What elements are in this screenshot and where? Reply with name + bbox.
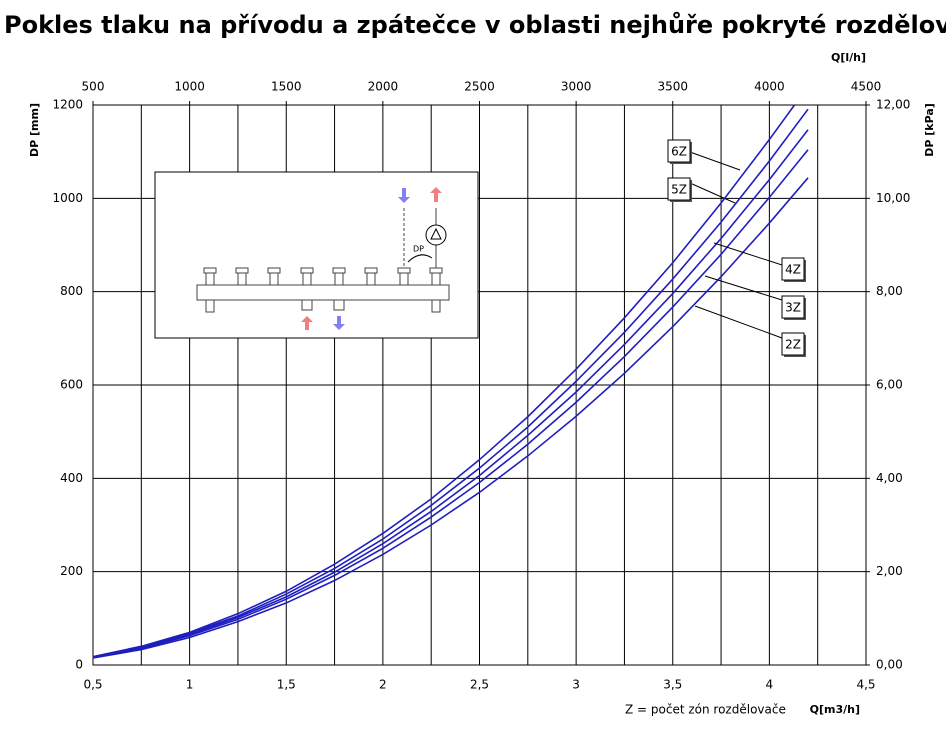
x-tick-label: 1,5 (277, 678, 296, 692)
y-tick-label: 600 (60, 378, 83, 392)
chart-title: Pokles tlaku na přívodu a zpátečce v obl… (4, 11, 946, 39)
supply-arrow (301, 316, 313, 330)
y2-tick-label: 10,00 (876, 191, 910, 205)
inset-diagram: DP (154, 171, 479, 339)
x-tick-label: 1 (186, 678, 194, 692)
x-axis-label: Q[m3/h] (810, 703, 860, 716)
x2-tick-label: 2000 (368, 80, 399, 94)
y-tick-label: 400 (60, 471, 83, 485)
y-tick-label: 1200 (52, 98, 83, 112)
leader-line (713, 242, 783, 266)
line-series (92, 149, 809, 659)
pump (425, 224, 447, 246)
y-axis-label: DP [mm] (28, 103, 41, 157)
x2-tick-label: 3000 (561, 80, 592, 94)
y2-tick-label: 4,00 (876, 471, 903, 485)
y2-tick-label: 0,00 (876, 658, 903, 672)
x-tick-label: 4,5 (856, 678, 875, 692)
x-tick-label: 3,5 (663, 678, 682, 692)
x2-tick-label: 2500 (464, 80, 495, 94)
label-box (781, 295, 805, 319)
label-box (781, 257, 805, 281)
label-box (667, 177, 691, 201)
series-label: 2Z (785, 338, 801, 352)
x-tick-label: 3 (572, 678, 580, 692)
label-box (781, 332, 805, 356)
return-arrow (333, 316, 345, 330)
series-label: 6Z (671, 145, 687, 159)
leader-line (689, 182, 736, 204)
x2-tick-label: 1500 (271, 80, 302, 94)
inset-label: DP (413, 245, 424, 254)
leader-line (694, 305, 783, 339)
x-tick-label: 0,5 (83, 678, 102, 692)
line-series (92, 104, 796, 658)
x2-tick-label: 1000 (174, 80, 205, 94)
leader-line (689, 151, 741, 171)
x2-axis-label: Q[l/h] (831, 51, 866, 64)
y2-tick-label: 12,00 (876, 98, 910, 112)
leader-line (704, 275, 783, 301)
y2-axis-label: DP [kPa] (923, 103, 936, 157)
valves (203, 267, 443, 313)
plot-frame (92, 104, 867, 666)
y-tick-label: 1000 (52, 191, 83, 205)
note: Z = počet zón rozdělovače (625, 703, 786, 717)
manifold-bar (196, 284, 450, 301)
series-label: 4Z (785, 263, 801, 277)
line-series (92, 129, 809, 659)
x-tick-label: 4 (766, 678, 774, 692)
x2-tick-label: 4000 (754, 80, 785, 94)
y-tick-label: 0 (75, 658, 83, 672)
y-tick-label: 200 (60, 564, 83, 578)
label-box (667, 139, 691, 163)
plot: 2Z 3Z 4Z 5Z 6Z (92, 104, 809, 659)
y2-tick-label: 8,00 (876, 284, 903, 298)
x-tick-label: 2 (379, 678, 387, 692)
series-label: 3Z (785, 301, 801, 315)
y2-tick-label: 2,00 (876, 564, 903, 578)
return-arrow (398, 188, 410, 203)
supply-arrow (430, 187, 442, 202)
line-series (92, 177, 809, 659)
x2-tick-label: 500 (82, 80, 105, 94)
x2-tick-label: 3500 (657, 80, 688, 94)
x2-tick-label: 4500 (851, 80, 882, 94)
x-tick-label: 2,5 (470, 678, 489, 692)
dp-arc (407, 254, 433, 263)
line-series (92, 108, 809, 658)
inset-frame (154, 171, 479, 339)
y-tick-label: 800 (60, 284, 83, 298)
series-label: 5Z (671, 183, 687, 197)
pump-symbol (430, 227, 442, 240)
y2-tick-label: 6,00 (876, 378, 903, 392)
